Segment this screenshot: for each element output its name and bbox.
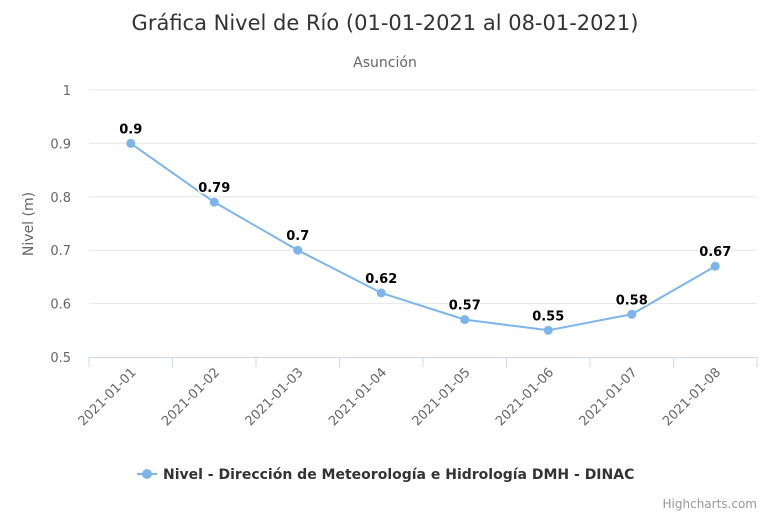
legend-item-label[interactable]: Nivel - Dirección de Meteorología e Hidr… bbox=[163, 467, 634, 483]
x-axis: 2021-01-01 2021-01-02 2021-01-03 2021-01-04… bbox=[76, 357, 758, 429]
x-tick-label: 2021-01-03 bbox=[243, 365, 307, 429]
x-tick-label: 2021-01-06 bbox=[493, 365, 557, 429]
data-label: 0.62 bbox=[365, 272, 397, 287]
data-point-marker[interactable] bbox=[376, 288, 386, 298]
legend-marker-symbol[interactable] bbox=[142, 469, 152, 479]
y-tick-label: 0.5 bbox=[50, 351, 71, 366]
series-group[interactable] bbox=[126, 138, 720, 335]
data-label: 0.55 bbox=[532, 309, 564, 324]
y-axis-title: Nivel (m) bbox=[21, 192, 37, 256]
data-label: 0.67 bbox=[699, 245, 731, 260]
x-tick-label: 2021-01-08 bbox=[660, 365, 724, 429]
y-tick-label: 1 bbox=[63, 84, 71, 99]
data-point-marker[interactable] bbox=[543, 325, 553, 335]
y-axis-ticks: 0.5 0.6 0.7 0.8 0.9 1 bbox=[50, 84, 71, 366]
legend[interactable]: Nivel - Dirección de Meteorología e Hidr… bbox=[137, 467, 634, 483]
y-tick-label: 0.9 bbox=[50, 137, 71, 152]
data-point-marker[interactable] bbox=[710, 261, 720, 271]
chart-subtitle: Asunción bbox=[353, 55, 417, 71]
y-tick-label: 0.7 bbox=[50, 244, 71, 259]
data-point-marker[interactable] bbox=[293, 245, 303, 255]
data-label: 0.58 bbox=[616, 293, 648, 308]
x-tick-label: 2021-01-02 bbox=[159, 365, 223, 429]
series-line[interactable] bbox=[129, 142, 717, 332]
data-label: 0.57 bbox=[449, 299, 481, 314]
data-point-marker[interactable] bbox=[126, 138, 136, 148]
data-label: 0.9 bbox=[119, 122, 142, 137]
chart-title: Gráfica Nivel de Río (01-01-2021 al 08-0… bbox=[132, 11, 639, 35]
x-tick-label: 2021-01-04 bbox=[326, 365, 390, 429]
data-label: 0.7 bbox=[286, 229, 309, 244]
data-label: 0.79 bbox=[198, 181, 230, 196]
gridlines bbox=[89, 89, 757, 305]
data-point-marker[interactable] bbox=[627, 309, 637, 319]
data-point-marker[interactable] bbox=[209, 197, 219, 207]
x-tick-label: 2021-01-01 bbox=[76, 365, 140, 429]
data-labels: 0.9 0.79 0.7 0.62 0.57 0.55 0.58 0.67 bbox=[118, 121, 733, 326]
y-tick-label: 0.6 bbox=[50, 298, 71, 313]
y-tick-label: 0.8 bbox=[50, 191, 71, 206]
x-tick-label: 2021-01-07 bbox=[577, 365, 641, 429]
credits-link[interactable]: Highcharts.com bbox=[663, 497, 757, 511]
data-point-marker[interactable] bbox=[460, 315, 470, 325]
x-tick-label: 2021-01-05 bbox=[410, 365, 474, 429]
